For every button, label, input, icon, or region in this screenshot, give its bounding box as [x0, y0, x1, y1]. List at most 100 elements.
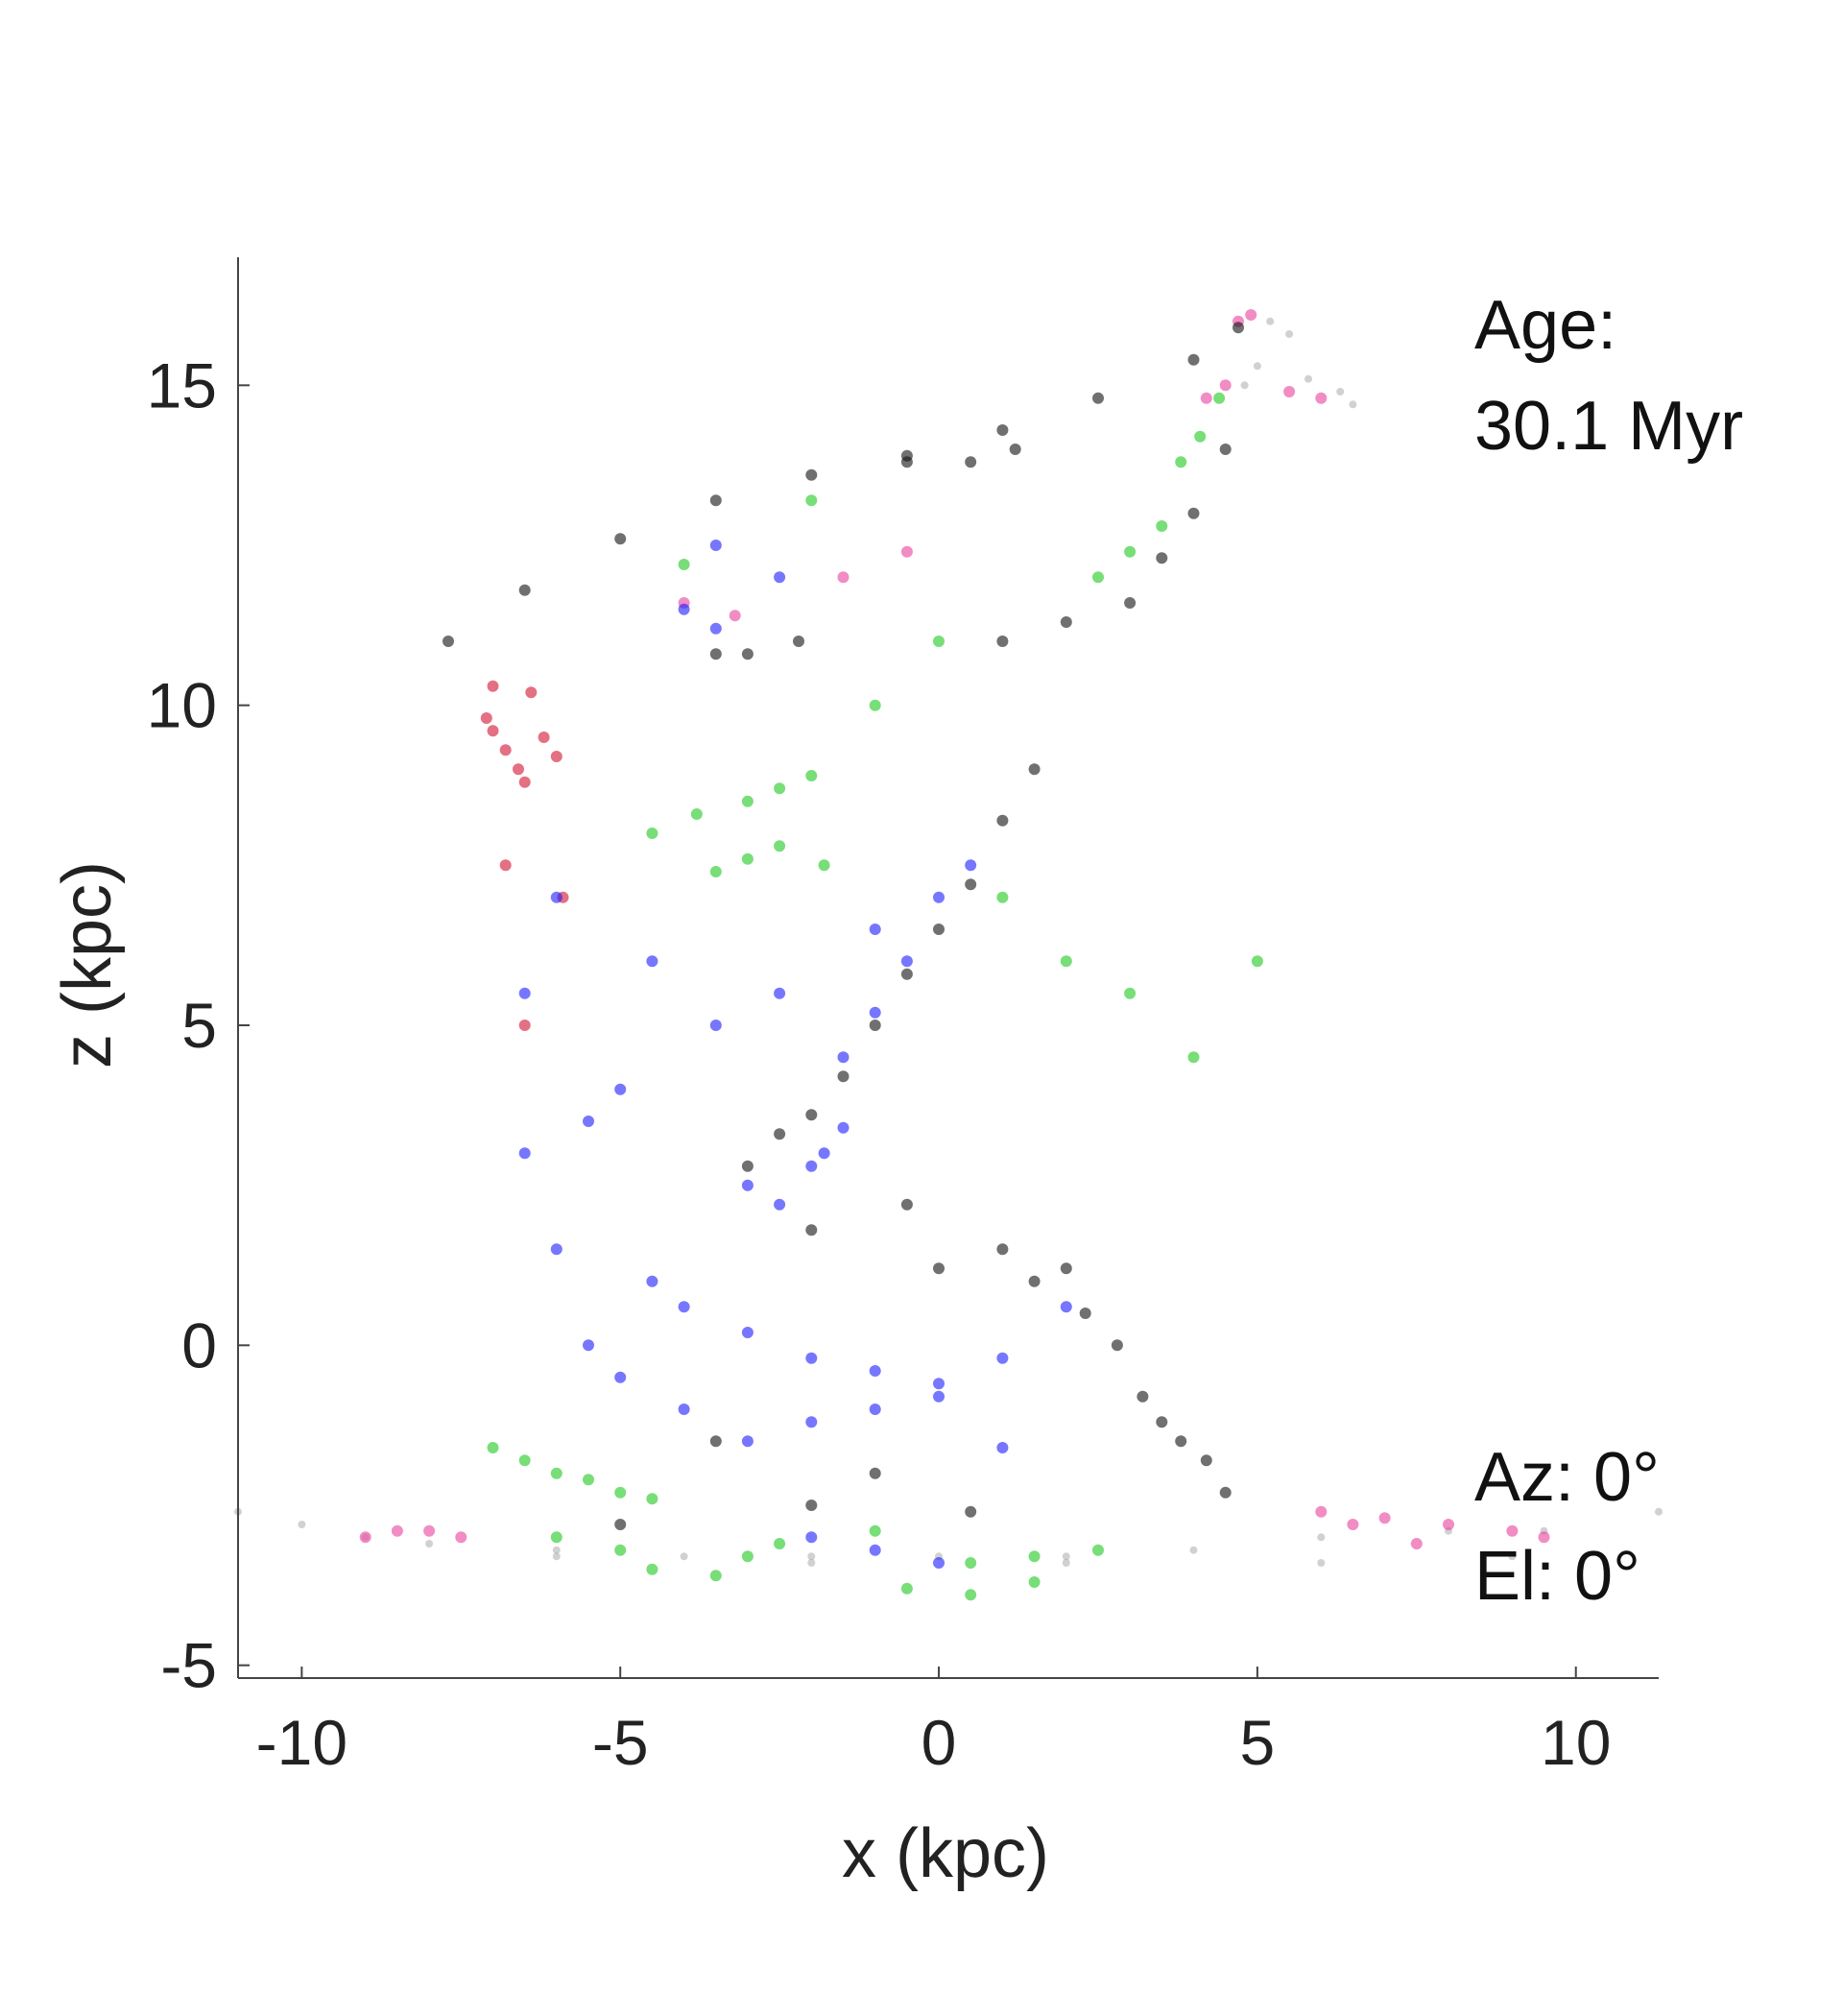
scatter-point — [774, 840, 786, 852]
scatter-point — [646, 1563, 658, 1575]
scatter-series-3 — [443, 322, 1244, 1530]
scatter-point — [1092, 1544, 1104, 1556]
scatter-point — [1187, 1051, 1200, 1064]
scatter-point — [869, 1467, 881, 1479]
scatter-point — [423, 1524, 436, 1537]
scatter-point — [900, 1582, 913, 1595]
scatter-point — [996, 1243, 1009, 1256]
scatter-series-1 — [359, 309, 1550, 1549]
scatter-point — [1336, 388, 1345, 396]
scatter-point — [614, 1519, 627, 1530]
scatter-point — [1028, 763, 1041, 776]
scatter-point — [1219, 1486, 1232, 1499]
scatter-point — [678, 1301, 690, 1313]
scatter-point — [1175, 1435, 1187, 1448]
scatter-point — [774, 987, 786, 999]
scatter-point — [805, 1500, 818, 1511]
scatter-point — [741, 1435, 754, 1448]
x-tick-label: 0 — [922, 1707, 957, 1778]
scatter-point — [614, 1371, 627, 1383]
scatter-point — [1111, 1339, 1123, 1352]
scatter-point — [1187, 353, 1200, 366]
scatter-point — [709, 540, 722, 551]
y-tick-label: 15 — [147, 349, 217, 420]
scatter-point — [793, 636, 804, 647]
age-value: 30.1 Myr — [1474, 388, 1743, 465]
scatter-point — [869, 924, 881, 935]
scatter-point — [741, 1550, 754, 1563]
scatter-point — [1200, 392, 1212, 404]
x-axis-label: x (kpc) — [842, 1815, 1049, 1892]
scatter-point — [805, 1352, 818, 1364]
x-tick-label: -10 — [256, 1707, 347, 1778]
scatter-point — [900, 545, 913, 558]
scatter-point — [933, 1557, 945, 1569]
scatter-point — [1317, 1559, 1326, 1567]
scatter-point — [678, 559, 690, 570]
scatter-point — [818, 859, 830, 872]
scatter-point — [583, 1116, 594, 1127]
scatter-point — [1213, 392, 1226, 404]
scatter-point — [1187, 507, 1200, 519]
scatter-point — [1009, 444, 1021, 455]
scatter-point — [805, 1416, 818, 1428]
scatter-point — [1156, 552, 1168, 564]
scatter-point — [996, 636, 1009, 647]
scatter-point — [1285, 330, 1294, 338]
scatter-point — [614, 1544, 627, 1556]
scatter-point — [646, 828, 658, 839]
scatter-point — [518, 776, 531, 788]
scatter-series-2 — [480, 680, 569, 1031]
scatter-point — [1175, 456, 1187, 468]
scatter-point — [1240, 381, 1249, 390]
scatter-point — [805, 1160, 818, 1172]
scatter-point — [729, 610, 741, 622]
scatter-point — [965, 1557, 977, 1569]
scatter-point — [550, 1243, 562, 1256]
scatter-point — [538, 732, 550, 743]
scatter-point — [391, 1524, 403, 1537]
scatter-point — [646, 1493, 658, 1505]
scatter-point — [1194, 430, 1207, 443]
scatter-point — [837, 571, 850, 584]
scatter-point — [1538, 1531, 1550, 1544]
scatter-point — [774, 1538, 786, 1549]
scatter-point — [1233, 322, 1244, 334]
scatter-point — [1253, 362, 1261, 371]
scatter-point — [518, 1454, 531, 1467]
scatter-point — [996, 891, 1009, 903]
scatter-point — [933, 636, 945, 647]
scatter-point — [933, 891, 945, 903]
scatter-point — [965, 1505, 977, 1518]
scatter-point — [518, 1020, 531, 1031]
scatter-point — [965, 859, 977, 872]
scatter-point — [869, 1544, 881, 1556]
scatter-point — [1156, 520, 1168, 532]
scatter-point — [837, 1121, 850, 1134]
scatter-point — [1092, 571, 1104, 584]
scatter-point — [805, 1531, 818, 1544]
scatter-point — [774, 782, 786, 795]
scatter-point — [1060, 1262, 1072, 1275]
scatter-point — [583, 1339, 594, 1352]
scatter-point — [487, 1442, 499, 1453]
scatter-point — [680, 1552, 688, 1561]
scatter-point — [1060, 955, 1072, 968]
scatter-point — [1124, 545, 1137, 558]
scatter-point — [996, 1352, 1009, 1364]
scatter-series-0 — [234, 317, 1663, 1567]
scatter-point — [869, 699, 881, 711]
scatter-point — [1219, 444, 1232, 455]
scatter-point — [837, 1070, 850, 1083]
scatter-point — [818, 1147, 830, 1160]
scatter-point — [1124, 987, 1137, 999]
scatter-point — [741, 852, 754, 865]
scatter-point — [900, 1198, 913, 1211]
scatter-point — [499, 859, 512, 872]
scatter-point — [1317, 1533, 1326, 1542]
scatter-point — [996, 1442, 1009, 1453]
scatter-point — [741, 795, 754, 807]
scatter-point — [807, 1559, 816, 1567]
scatter-point — [709, 622, 722, 635]
